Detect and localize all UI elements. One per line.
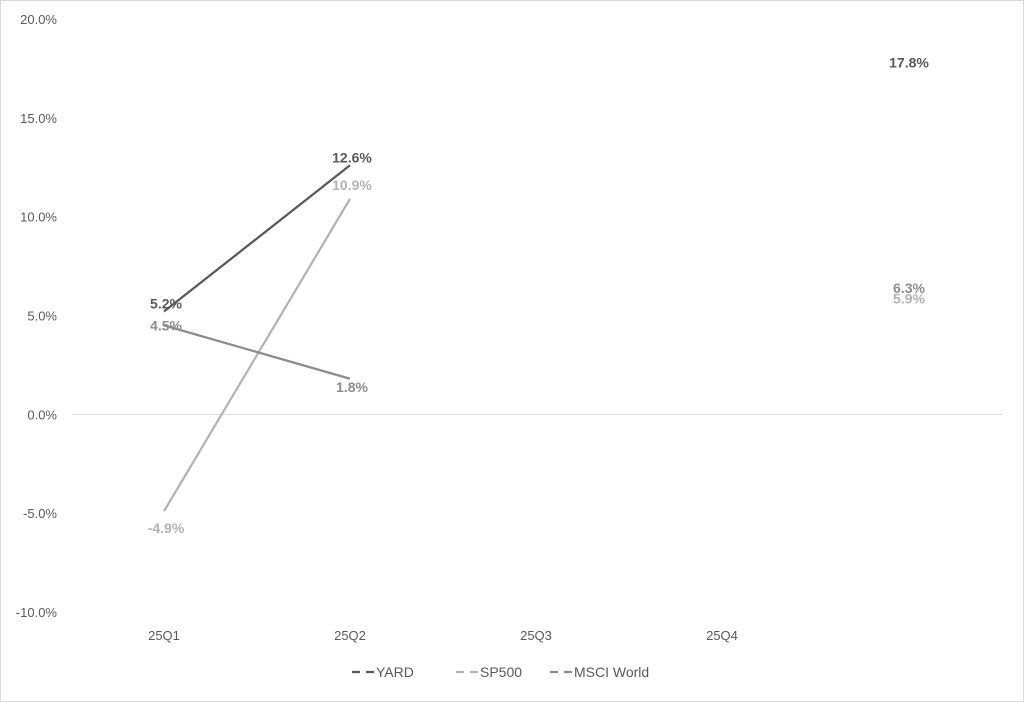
legend-label: MSCI World: [574, 664, 649, 680]
y-axis-ticks: 20.0% 15.0% 10.0% 5.0% 0.0% -5.0% -10.0%: [16, 12, 58, 620]
data-label: 17.8%: [889, 54, 929, 70]
legend-label: YARD: [376, 664, 414, 680]
x-tick-label: 25Q1: [148, 628, 180, 643]
series-line: [163, 324, 351, 380]
series-lines: [163, 164, 351, 512]
y-tick-label: 5.0%: [27, 309, 57, 324]
data-label: 10.9%: [332, 177, 372, 193]
y-tick-label: -10.0%: [16, 605, 58, 620]
x-tick-label: 25Q3: [520, 628, 552, 643]
data-label: 6.3%: [893, 280, 925, 296]
y-tick-label: 20.0%: [20, 12, 57, 27]
data-label: 4.5%: [150, 317, 182, 333]
x-tick-label: 25Q4: [706, 628, 738, 643]
data-label: 12.6%: [332, 149, 372, 165]
x-tick-label: 25Q2: [334, 628, 366, 643]
data-labels: 5.2% 12.6% 17.8% -4.9% 10.9% 5.9% 4.5% 1.8% 6.3%: [148, 54, 930, 536]
legend: YARD SP500 MSCI World: [352, 664, 649, 680]
data-label: 1.8%: [336, 379, 368, 395]
data-label: -4.9%: [148, 520, 185, 536]
series-line: [163, 164, 351, 313]
y-tick-label: 10.0%: [20, 210, 57, 225]
legend-label: SP500: [480, 664, 522, 680]
x-axis-ticks: 25Q1 25Q2 25Q3 25Q4: [148, 628, 738, 643]
y-tick-label: 15.0%: [20, 111, 57, 126]
y-tick-label: -5.0%: [23, 506, 57, 521]
data-label: 5.2%: [150, 296, 182, 312]
data-label: 5.9%: [893, 291, 925, 307]
series-line: [163, 198, 351, 512]
y-tick-label: 0.0%: [27, 407, 57, 422]
